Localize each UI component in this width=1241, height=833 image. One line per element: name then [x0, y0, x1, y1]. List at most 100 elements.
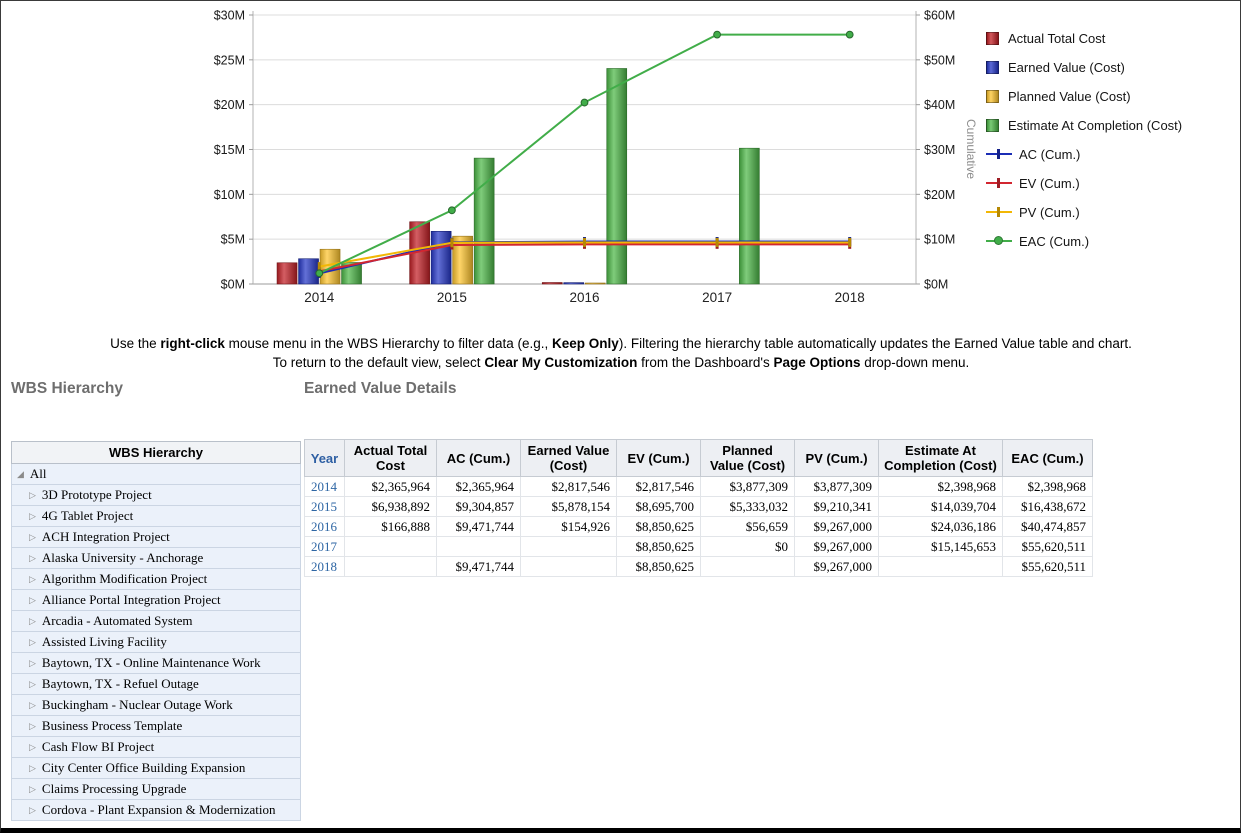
wbs-item-label: Claims Processing Upgrade [41, 781, 187, 796]
value-cell: $24,036,186 [878, 516, 1003, 537]
expand-icon[interactable]: ▷ [29, 531, 36, 542]
expand-icon[interactable]: ▷ [29, 741, 36, 752]
svg-text:$20M: $20M [924, 188, 955, 202]
table-row: 2018 $9,471,744 $8,850,625 $9,267,000 $55,62… [304, 556, 1093, 577]
wbs-item-label: ACH Integration Project [41, 529, 170, 544]
svg-text:$25M: $25M [214, 53, 245, 67]
wbs-item-label: Buckingham - Nuclear Outage Work [41, 697, 233, 712]
legend-item: AC (Cum.) [986, 147, 1236, 163]
expand-icon[interactable]: ▷ [29, 657, 36, 668]
year-link[interactable]: 2015 [304, 496, 345, 517]
expand-icon[interactable]: ▷ [29, 510, 36, 521]
wbs-tree-item[interactable]: ▷ Buckingham - Nuclear Outage Work [11, 695, 301, 716]
earned-value-chart[interactable]: $0M $5M $10M $15M $20M $25M $30M $0M $10M $20M $30… [1, 1, 981, 316]
legend-line-swatch-icon [986, 176, 1012, 190]
expand-icon[interactable]: ▷ [29, 762, 36, 773]
wbs-item-label: Assisted Living Facility [41, 634, 167, 649]
ev-combo-chart-svg: $0M $5M $10M $15M $20M $25M $30M $0M $10M $20M $30… [214, 9, 978, 306]
wbs-tree-item[interactable]: ▷ Alaska University - Anchorage [11, 548, 301, 569]
wbs-tree-item[interactable]: ▷ Cordova - Plant Expansion & Modernizati… [11, 800, 301, 821]
value-cell: $5,878,154 [520, 496, 617, 517]
expand-icon[interactable]: ▷ [29, 573, 36, 584]
expand-icon[interactable]: ▷ [29, 720, 36, 731]
legend-item: EAC (Cum.) [986, 234, 1236, 250]
expand-icon[interactable]: ▷ [29, 594, 36, 605]
expand-icon[interactable]: ▷ [29, 699, 36, 710]
expand-icon[interactable]: ▷ [29, 783, 36, 794]
value-cell [344, 556, 437, 577]
wbs-tree-item[interactable]: ▷ Baytown, TX - Online Maintenance Work [11, 653, 301, 674]
expand-icon[interactable]: ▷ [29, 678, 36, 689]
wbs-tree-item[interactable]: ▷ 3D Prototype Project [11, 485, 301, 506]
earned-value-details-table: Year Actual Total Cost AC (Cum.) Earned Val… [304, 439, 1093, 577]
year-link[interactable]: 2014 [304, 476, 345, 497]
value-cell: $8,695,700 [616, 496, 701, 517]
table-row: 2016 $166,888 $9,471,744 $154,926 $8,850,625… [304, 516, 1093, 537]
bar-series[interactable] [341, 68, 760, 285]
wbs-tree-item[interactable]: ▷ Baytown, TX - Refuel Outage [11, 674, 301, 695]
year-link[interactable]: 2018 [304, 556, 345, 577]
wbs-tree-item[interactable]: ▷ 4G Tablet Project [11, 506, 301, 527]
wbs-item-label: Baytown, TX - Online Maintenance Work [41, 655, 261, 670]
expand-icon[interactable]: ▷ [29, 615, 36, 626]
wbs-tree-item[interactable]: ▷ Cash Flow BI Project [11, 737, 301, 758]
value-cell: $40,474,857 [1002, 516, 1093, 537]
value-cell: $15,145,653 [878, 536, 1003, 557]
wbs-item-label: 4G Tablet Project [41, 508, 134, 523]
wbs-item-label: Alaska University - Anchorage [41, 550, 204, 565]
value-cell: $5,333,032 [700, 496, 795, 517]
wbs-tree-item[interactable]: ▷ Arcadia - Automated System [11, 611, 301, 632]
value-cell: $8,850,625 [616, 556, 701, 577]
wbs-tree-item[interactable]: ▷ City Center Office Building Expansion [11, 758, 301, 779]
year-link[interactable]: 2017 [304, 536, 345, 557]
bar-series[interactable] [319, 235, 606, 285]
wbs-tree-item[interactable]: ◢ All [11, 464, 301, 485]
value-cell: $9,267,000 [794, 536, 879, 557]
value-cell [700, 556, 795, 577]
right-axis-title: Cumulative [964, 119, 978, 179]
line-series[interactable] [317, 237, 852, 272]
right-axis-labels: $0M $10M $20M $30M $40M $50M $60M [916, 9, 955, 292]
value-cell: $9,267,000 [794, 556, 879, 577]
column-header: PV (Cum.) [794, 439, 879, 477]
svg-text:$50M: $50M [924, 53, 955, 67]
wbs-tree-item[interactable]: ▷ Assisted Living Facility [11, 632, 301, 653]
expand-icon[interactable]: ▷ [29, 804, 36, 815]
bar-series[interactable] [276, 221, 563, 285]
wbs-item-label: Baytown, TX - Refuel Outage [41, 676, 199, 691]
earned-value-details-heading: Earned Value Details [304, 380, 457, 397]
legend-bar-swatch-icon [986, 90, 999, 103]
instruction-line: To return to the default view, select Cl… [272, 355, 970, 370]
line-series[interactable] [315, 30, 854, 278]
wbs-item-label: All [29, 466, 47, 481]
wbs-tree-item[interactable]: ▷ Claims Processing Upgrade [11, 779, 301, 800]
svg-text:2015: 2015 [437, 290, 467, 305]
wbs-item-label: Cash Flow BI Project [41, 739, 155, 754]
wbs-tree-item[interactable]: ▷ Business Process Template [11, 716, 301, 737]
value-cell: $2,817,546 [520, 476, 617, 497]
column-header: EAC (Cum.) [1002, 439, 1093, 477]
value-cell [344, 536, 437, 557]
year-link[interactable]: 2016 [304, 516, 345, 537]
value-cell: $55,620,511 [1002, 556, 1093, 577]
left-axis-labels: $0M $5M $10M $15M $20M $25M $30M [214, 9, 253, 292]
value-cell: $9,267,000 [794, 516, 879, 537]
legend-label: Estimate At Completion (Cost) [1008, 118, 1183, 133]
svg-text:2017: 2017 [702, 290, 732, 305]
legend-bar-swatch-icon [986, 119, 999, 132]
wbs-tree-item[interactable]: ▷ Algorithm Modification Project [11, 569, 301, 590]
value-cell [436, 536, 521, 557]
wbs-tree-item[interactable]: ▷ ACH Integration Project [11, 527, 301, 548]
x-axis-labels: 2014 2015 2016 2017 2018 [304, 290, 864, 305]
table-row: 2017 $8,850,625 $0 $9,267,000 $15,145,653 $55… [304, 536, 1093, 557]
legend-item: EV (Cum.) [986, 176, 1236, 192]
expand-icon[interactable]: ▷ [29, 636, 36, 647]
expand-icon[interactable]: ▷ [29, 552, 36, 563]
collapse-icon[interactable]: ◢ [17, 468, 24, 479]
value-cell: $14,039,704 [878, 496, 1003, 517]
value-cell: $6,938,892 [344, 496, 437, 517]
value-cell: $9,210,341 [794, 496, 879, 517]
expand-icon[interactable]: ▷ [29, 489, 36, 500]
legend-item: Actual Total Cost [986, 31, 1236, 47]
wbs-tree-item[interactable]: ▷ Alliance Portal Integration Project [11, 590, 301, 611]
